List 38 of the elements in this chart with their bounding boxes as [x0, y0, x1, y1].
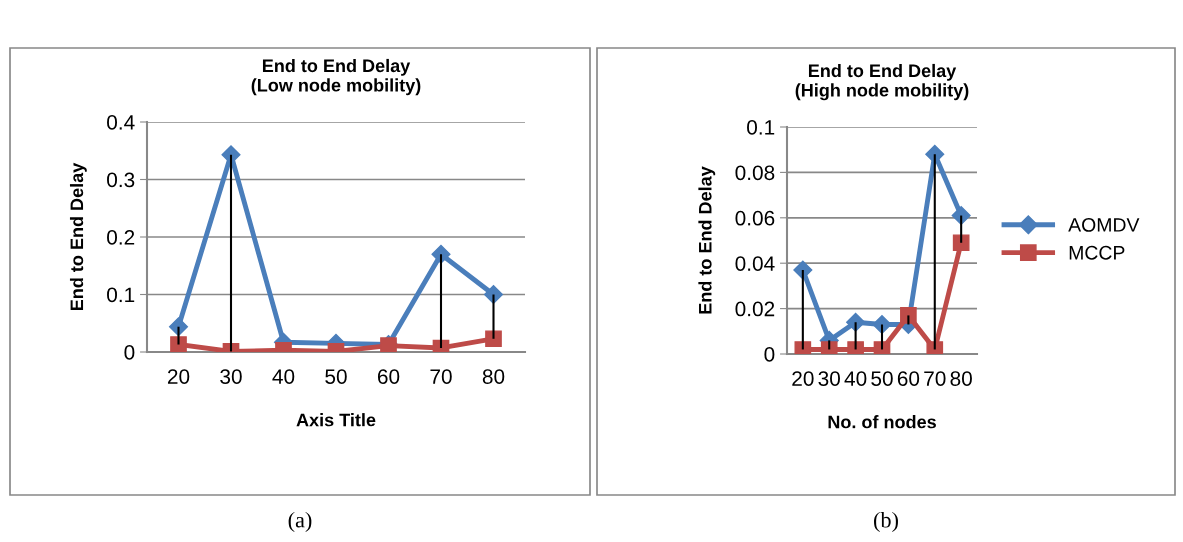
point [793, 260, 813, 280]
x-tick-label: 60 [377, 369, 400, 384]
x-axis-title: No. of nodes [828, 415, 936, 429]
x-tick-label: 60 [897, 371, 920, 386]
point [952, 234, 970, 252]
y-axis-title: End to End Delay [69, 162, 87, 311]
text: (b) [874, 511, 898, 533]
y-tick-label: 0.04 [735, 256, 775, 271]
x-tick-label: 80 [950, 371, 972, 386]
x-tick-label: 20 [167, 369, 190, 384]
y-tick-label: 0.06 [735, 210, 775, 226]
y-tick-label: 0 [764, 347, 775, 362]
x-tick-label: 50 [325, 369, 347, 384]
chart-title: End to End Delay (Low node mobility) [251, 58, 421, 96]
y-tick-label: 0.2 [107, 230, 135, 245]
y-tick-label: 0.4 [107, 115, 135, 130]
x-tick-label: 30 [220, 369, 242, 384]
x-tick-label: 40 [272, 369, 295, 384]
y-tick-label: 0.08 [735, 165, 775, 181]
x-tick-label: 80 [482, 369, 505, 384]
x-tick-label: 70 [430, 369, 452, 384]
x-tick-label: 30 [818, 371, 840, 386]
legend-label: AOMDV [1068, 218, 1140, 232]
legend-label: MCCP [1069, 245, 1125, 260]
point [900, 307, 917, 324]
y-tick-label: 0.02 [735, 301, 775, 317]
chart-title: End to End Delay (High node mobility) [795, 63, 969, 101]
x-tick-label: 20 [792, 371, 814, 386]
y-tick-label: 0.1 [747, 120, 775, 135]
y-tick-label: 0.3 [107, 172, 135, 188]
y-axis-title: End to End Delay [698, 166, 716, 314]
x-tick-label: 70 [924, 371, 946, 386]
x-tick-label: 40 [844, 371, 867, 386]
y-tick-label: 0 [124, 345, 135, 360]
text: (a) [288, 511, 312, 533]
x-tick-label: 50 [871, 371, 893, 386]
y-tick-label: 0.1 [107, 287, 135, 303]
x-axis-title: Axis Title [296, 413, 376, 427]
